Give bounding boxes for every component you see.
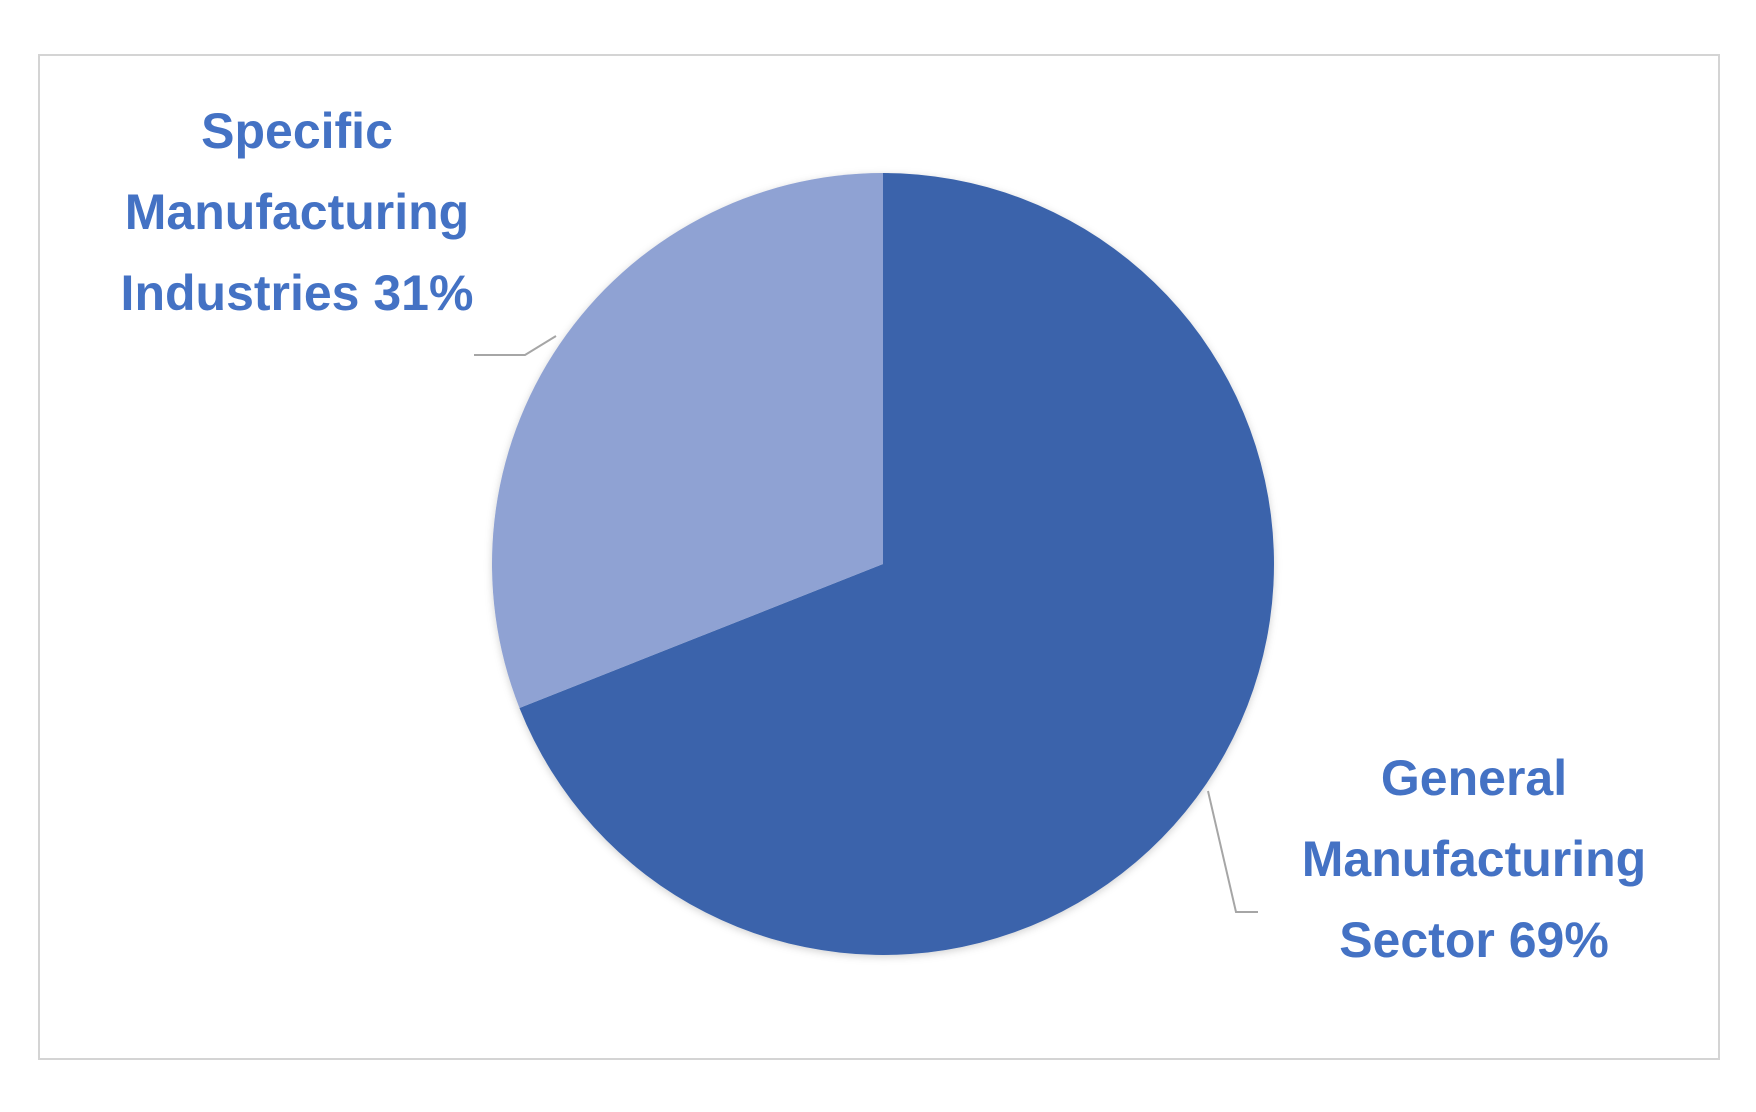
slice-specific-manufacturing-industries	[492, 173, 883, 708]
leader-line	[1207, 790, 1258, 913]
leader-lines	[474, 335, 1258, 913]
slice-general-manufacturing-sector	[519, 173, 1275, 955]
slice-label-line: Sector 69%	[1339, 912, 1609, 968]
slice-label: Specific Manufacturing Industries 31%	[121, 103, 474, 321]
leader-line	[474, 335, 557, 356]
slice-label-line: Manufacturing	[1302, 831, 1646, 887]
slice-label-line: Specific	[201, 103, 393, 159]
slice-label-line: Industries 31%	[121, 265, 474, 321]
slice-label-line: General	[1381, 750, 1567, 806]
slice-label-line: Manufacturing	[125, 184, 469, 240]
slice-label: General Manufacturing Sector 69%	[1302, 750, 1646, 968]
pie-slices	[492, 173, 1275, 955]
slice-labels: General Manufacturing Sector 69% Specific Ma…	[121, 103, 1647, 968]
